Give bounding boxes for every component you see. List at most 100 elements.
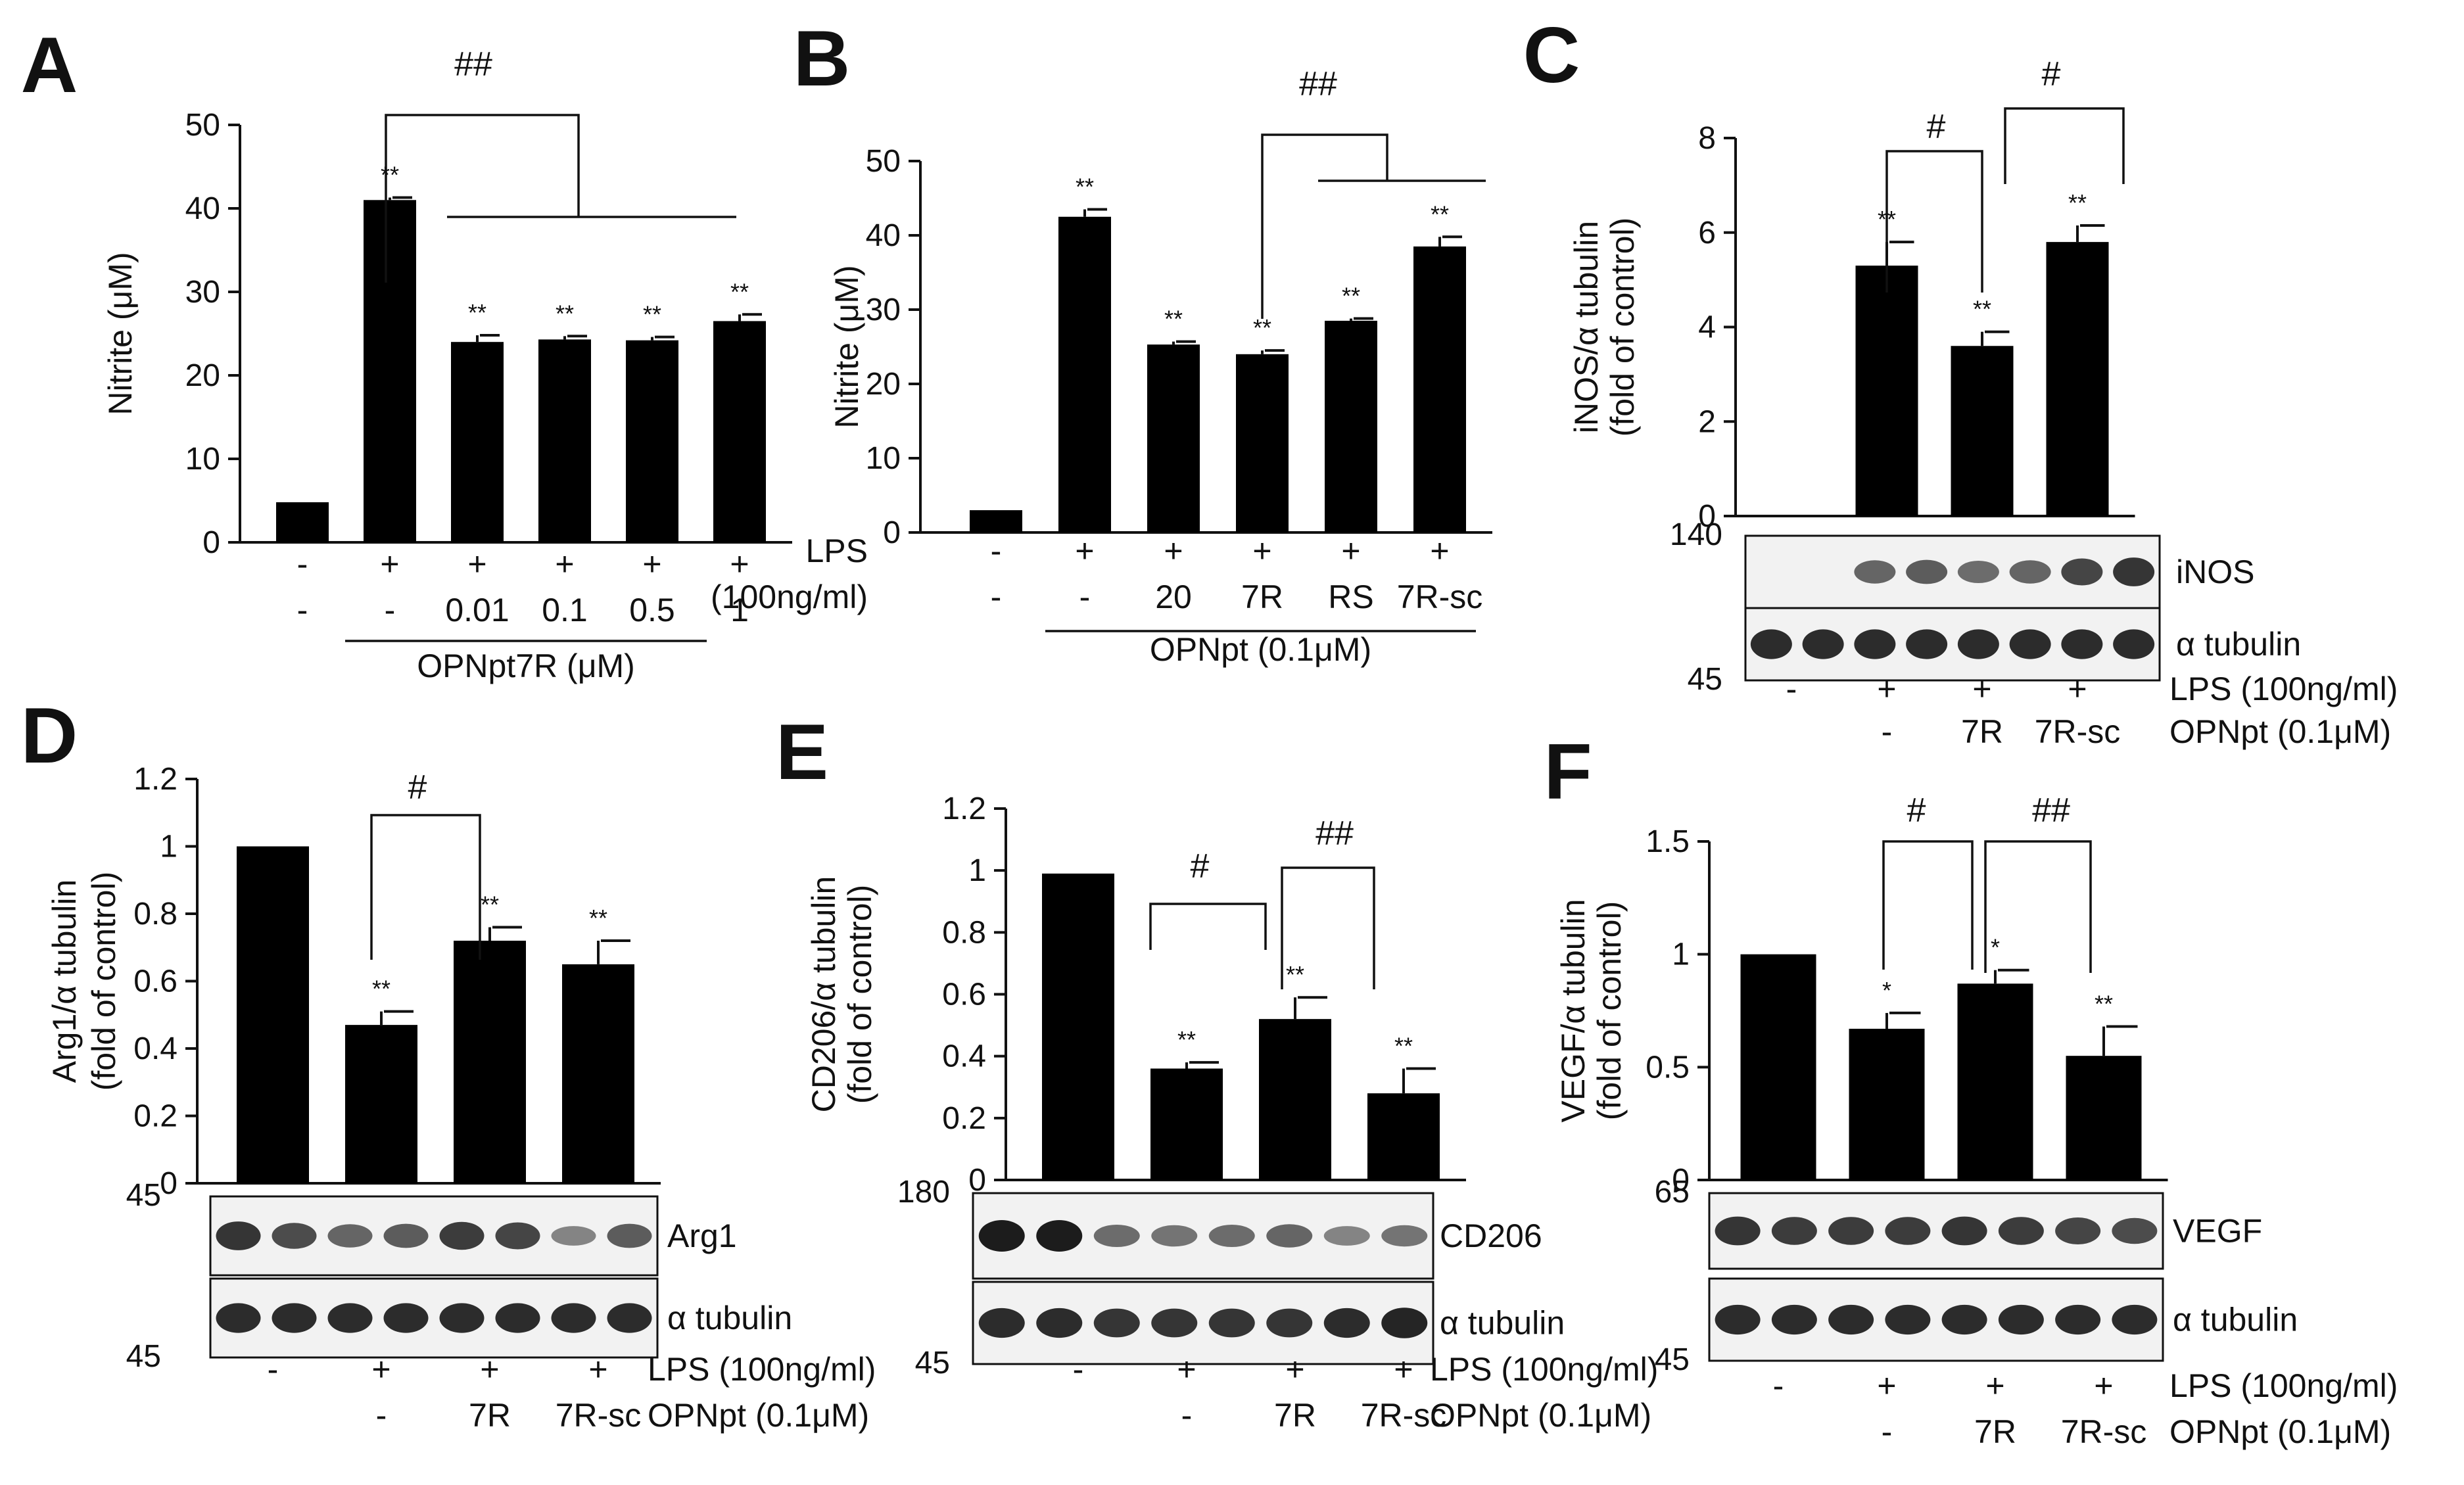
y-tick-label: 50 — [866, 144, 901, 179]
y-tick-label: 0.4 — [133, 1031, 178, 1066]
condition-cell: 7R — [1241, 578, 1283, 615]
group-label: OPNpt7R (μM) — [417, 648, 635, 684]
comparison-bracket — [1882, 840, 1974, 970]
blot-label: α tubulin — [2173, 1302, 2298, 1338]
significance-mark: ** — [1431, 200, 1449, 227]
y-tick-label: 0.5 — [1646, 1050, 1690, 1085]
blot-band — [1381, 1225, 1428, 1247]
y-tick-label: 10 — [866, 441, 901, 476]
blot-label: Arg1 — [667, 1217, 737, 1254]
bar — [1849, 1028, 1925, 1180]
panel-letter: D — [21, 692, 78, 780]
significance-mark: ** — [481, 891, 499, 918]
condition-cell: - — [376, 1397, 387, 1434]
condition-cell: 7R-sc — [556, 1397, 642, 1434]
blot-band — [2061, 558, 2103, 586]
condition-cell: + — [555, 546, 574, 582]
condition-cell: - — [991, 578, 1002, 615]
bracket-significance: # — [1191, 847, 1210, 885]
y-tick-label: 0.8 — [942, 915, 986, 950]
blot-band — [1802, 629, 1844, 659]
condition-cell: 7R-sc — [2035, 713, 2121, 750]
blot-band — [2112, 1304, 2158, 1335]
y-tick-label: 0 — [1698, 499, 1716, 534]
y-tick-label: 0.2 — [942, 1101, 986, 1136]
panel-b: B 0 10 20 30 40 50 Nitrite (μM) ** ** ** ** ** ## - + + +… — [711, 14, 1492, 668]
significance-mark: ** — [468, 299, 486, 326]
condition-cell: - — [297, 546, 308, 582]
bar — [626, 340, 678, 542]
blot-band — [607, 1303, 652, 1333]
y-tick-label: 40 — [866, 218, 901, 253]
blot-band — [1957, 629, 1999, 659]
bar — [2066, 1056, 2142, 1180]
condition-label: (100ng/ml) — [711, 578, 868, 615]
y-tick-label: 40 — [185, 191, 220, 226]
condition-cell: - — [1786, 671, 1797, 707]
blot-band — [978, 1220, 1025, 1252]
comparison-bracket — [1885, 150, 1983, 293]
blot-band — [978, 1308, 1025, 1338]
condition-cell: + — [1341, 532, 1360, 569]
y-axis-label-2: (fold of control) — [85, 872, 122, 1091]
y-tick-label: 1.2 — [133, 762, 178, 797]
condition-cell: + — [380, 546, 399, 582]
bracket-significance: # — [1927, 108, 1946, 146]
y-tick-label: 0.6 — [133, 964, 178, 999]
significance-mark: ** — [1342, 283, 1360, 310]
condition-cell: - — [991, 532, 1002, 569]
significance-mark: ** — [1177, 1026, 1196, 1053]
mw-marker: 140 — [1670, 517, 1722, 552]
panel-letter: B — [794, 14, 851, 103]
condition-label: OPNpt (0.1μM) — [648, 1397, 869, 1434]
y-tick-label: 0 — [968, 1163, 986, 1198]
y-axis-label: iNOS/α tubulin — [1568, 221, 1605, 434]
condition-cell: - — [1181, 1397, 1193, 1434]
blot-band — [383, 1303, 429, 1333]
y-axis-label-2: (fold of control) — [1604, 218, 1641, 436]
blot-band — [1208, 1308, 1255, 1338]
significance-mark: ** — [556, 300, 574, 327]
blot-band — [2055, 1217, 2101, 1244]
mw-marker: 45 — [1655, 1342, 1690, 1377]
bar — [364, 200, 416, 542]
blot-band — [2009, 560, 2051, 584]
panel-letter: F — [1544, 728, 1592, 816]
blot-band — [216, 1303, 261, 1333]
blot-band — [1715, 1216, 1761, 1246]
blot-band — [2009, 629, 2051, 659]
condition-cell: + — [1985, 1367, 2004, 1404]
blot-label: CD206 — [1440, 1217, 1542, 1254]
condition-cell: + — [480, 1351, 499, 1388]
condition-cell: - — [1773, 1367, 1784, 1404]
panel-f: F 0 0.5 1 1.5 VEGF/α tubulin (fold of control)… — [1544, 728, 2398, 1450]
mw-marker: 45 — [126, 1178, 161, 1213]
bar — [1042, 873, 1114, 1180]
blot-band — [439, 1221, 485, 1250]
bar — [538, 339, 591, 542]
blot-band — [495, 1303, 540, 1333]
y-axis-label: Nitrite (μM) — [102, 252, 139, 415]
bar — [562, 964, 634, 1183]
y-tick-label: 8 — [1698, 121, 1716, 156]
bar — [1058, 216, 1111, 532]
condition-cell: 7R — [1274, 1397, 1316, 1434]
bar — [1367, 1093, 1440, 1180]
y-tick-label: 1.2 — [942, 791, 986, 826]
blot-band — [1151, 1308, 1198, 1338]
blot-label: α tubulin — [2176, 626, 2301, 663]
comparison-bracket — [370, 814, 481, 960]
significance-mark: * — [1991, 934, 2000, 961]
condition-label: LPS (100ng/ml) — [2169, 671, 2398, 707]
significance-mark: ** — [589, 905, 607, 931]
blot-band — [2113, 557, 2155, 586]
condition-cell: 0.01 — [445, 592, 509, 628]
condition-cell: - — [385, 592, 396, 628]
blot-band — [495, 1222, 540, 1250]
blot-band — [1323, 1226, 1370, 1246]
blot-band — [1885, 1304, 1931, 1335]
condition-cell: + — [1430, 532, 1449, 569]
comparison-bracket — [1281, 866, 1375, 989]
blot-band — [383, 1223, 429, 1248]
